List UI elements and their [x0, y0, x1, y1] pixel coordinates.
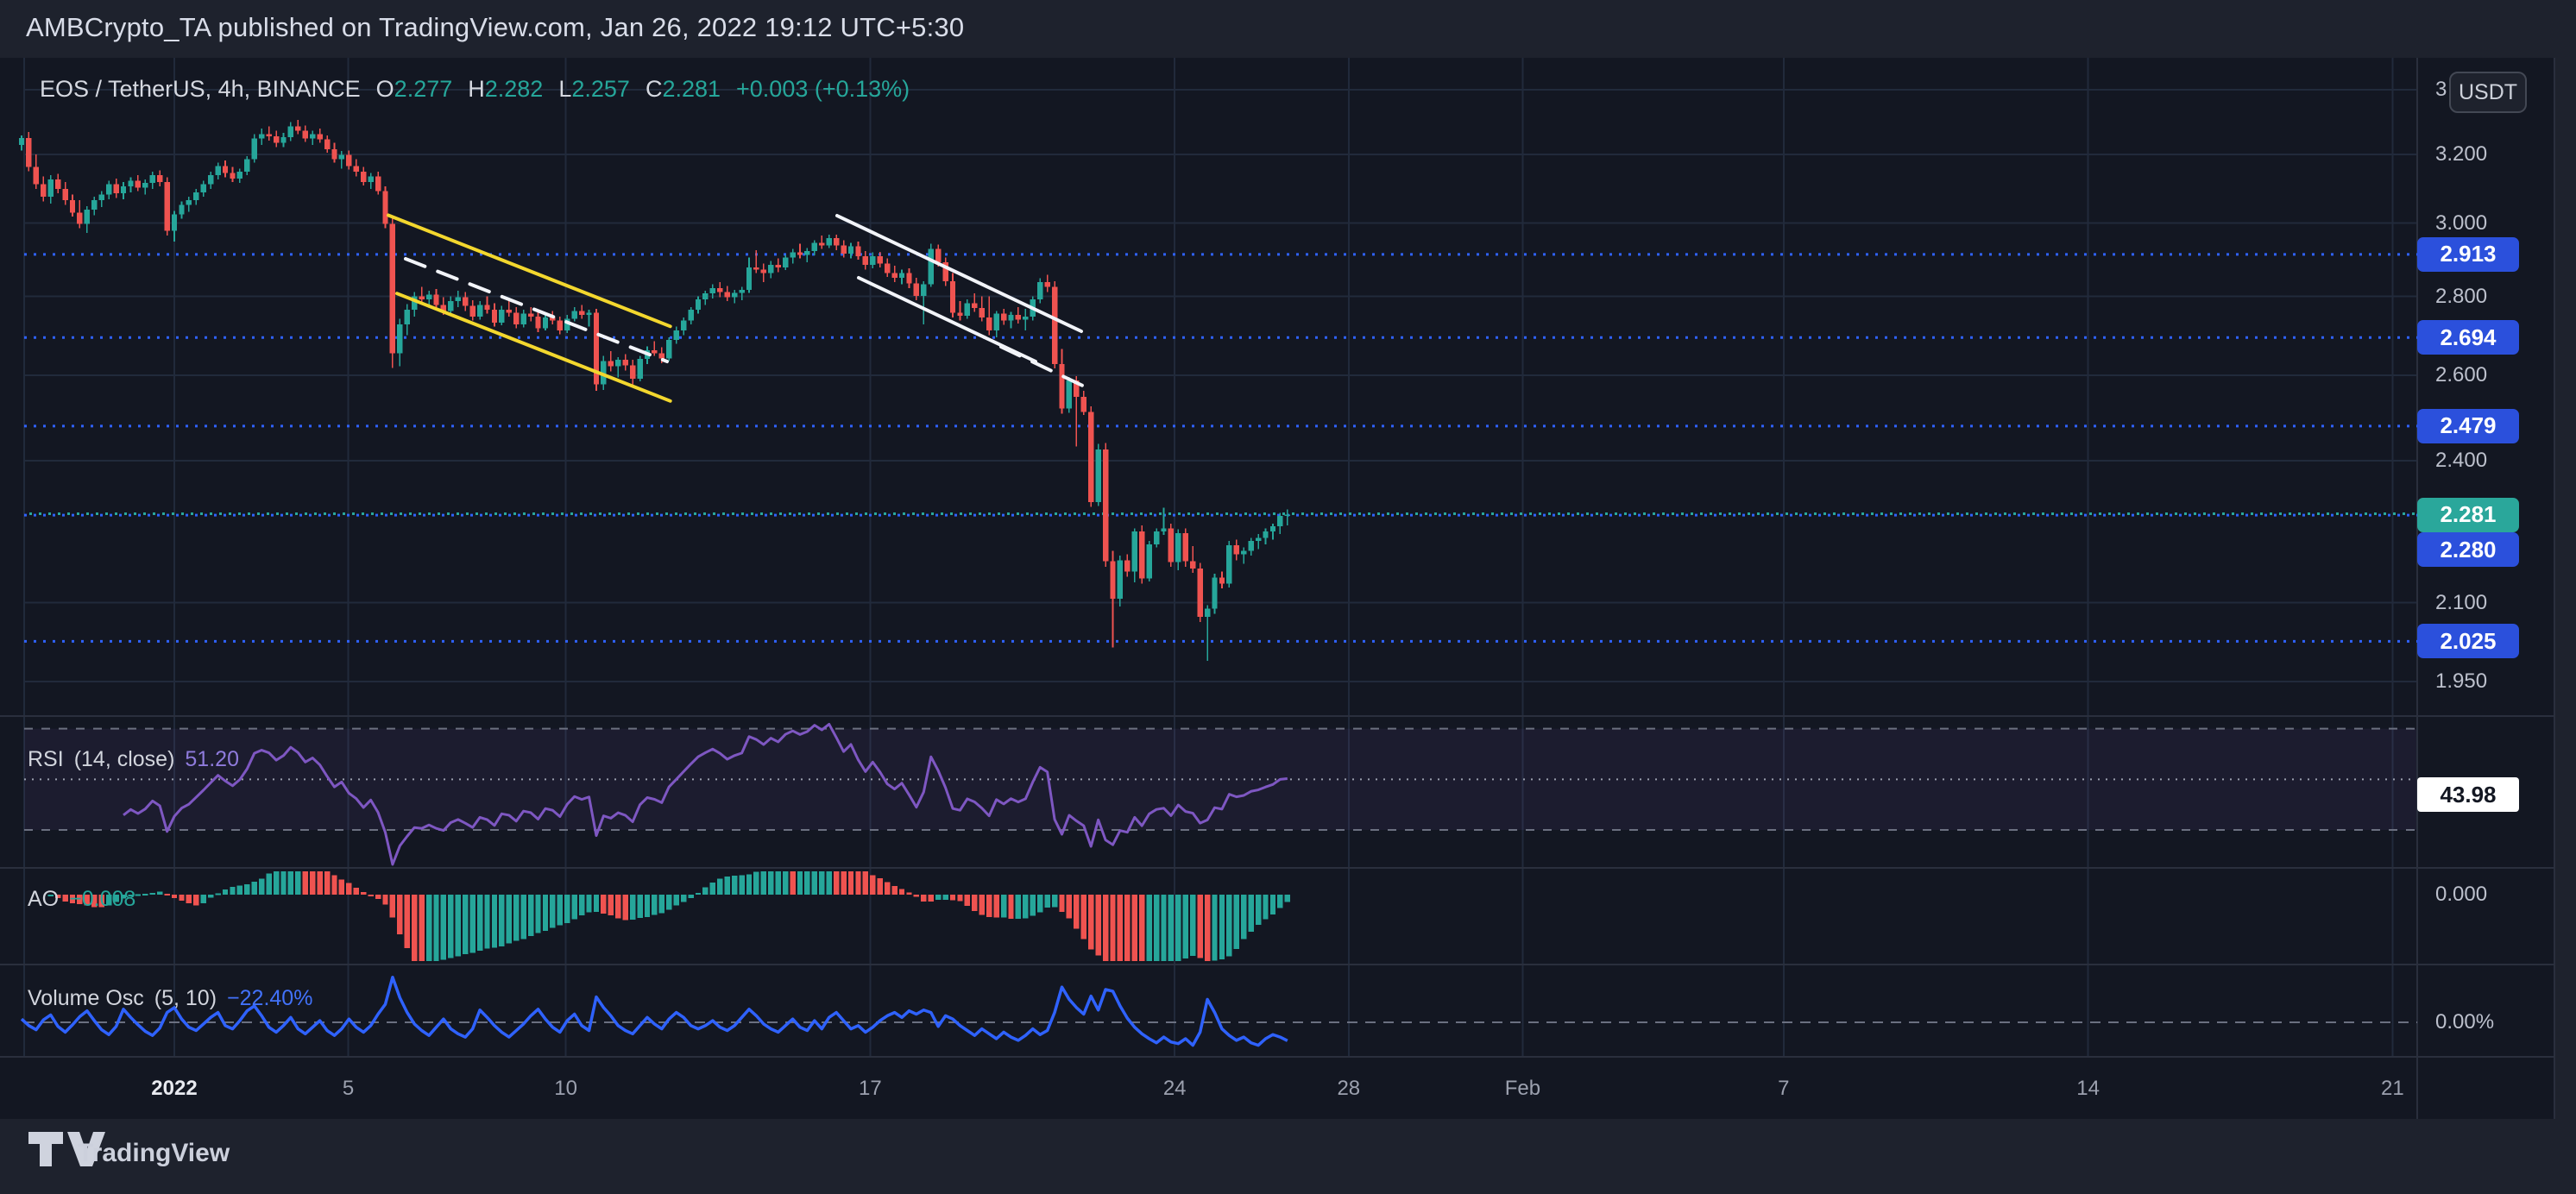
time-axis-label: 2022 [151, 1077, 198, 1100]
time-axis-label: 10 [554, 1077, 577, 1100]
price-level-badge: 2.025 [2417, 624, 2519, 659]
ao-status-value: −0.008 [69, 887, 136, 911]
price-change: +0.003 (+0.13%) [736, 76, 910, 102]
ohlc-close: C2.281 [645, 76, 721, 102]
ao-zero-axis-label: 0.000 [2435, 883, 2488, 906]
price-axis-label-clipped: 3 [2435, 78, 2447, 102]
price-axis-label: 1.950 [2435, 669, 2488, 693]
price-level-badge: 2.280 [2417, 532, 2519, 568]
symbol-title: EOS / TetherUS, 4h, BINANCE [40, 76, 361, 102]
price-axis-label: 3.000 [2435, 211, 2488, 235]
time-axis-label: 14 [2076, 1077, 2100, 1100]
price-axis-label: 2.400 [2435, 448, 2488, 472]
volume-osc-pane-label[interactable]: Volume Osc (5, 10) −22.40% [28, 986, 313, 1010]
time-axis-label: 21 [2381, 1077, 2404, 1100]
ohlc-low: L2.257 [558, 76, 630, 102]
price-level-badge: 2.913 [2417, 236, 2519, 272]
time-axis-label: Feb [1504, 1077, 1541, 1100]
price-level-badge: 2.694 [2417, 320, 2519, 355]
price-axis-label: 3.200 [2435, 141, 2488, 166]
snapshot-header: AMBCrypto_TA published on TradingView.co… [26, 12, 965, 42]
ohlc-high: H2.282 [468, 76, 544, 102]
ohlc-open: O2.277 [375, 76, 453, 102]
time-axis-label: 28 [1337, 1077, 1361, 1100]
price-axis-label: 2.800 [2435, 284, 2488, 308]
ao-pane-label[interactable]: AO −0.008 [28, 887, 136, 911]
currency-unit-button[interactable]: USDT [2449, 72, 2527, 113]
rsi-value-badge: 43.98 [2417, 777, 2519, 812]
rsi-pane-label[interactable]: RSI (14, close) 51.20 [28, 747, 239, 771]
price-level-badge: 2.479 [2417, 408, 2519, 443]
time-axis-label: 17 [859, 1077, 882, 1100]
price-level-badge: 2.281 [2417, 497, 2519, 532]
price-axis-label: 2.600 [2435, 363, 2488, 387]
rsi-status-value: 51.20 [185, 747, 239, 771]
price-axis-label: 2.100 [2435, 590, 2488, 614]
volume-osc-status-value: −22.40% [227, 986, 313, 1010]
tradingview-brand-text[interactable]: TradingView [78, 1139, 230, 1167]
symbol-ohlc-bar[interactable]: EOS / TetherUS, 4h, BINANCE O2.277 H2.28… [40, 76, 910, 103]
time-axis-label: 7 [1778, 1077, 1790, 1100]
volume-osc-zero-axis-label: 0.00% [2435, 1010, 2495, 1034]
time-axis-label: 5 [342, 1077, 355, 1100]
time-axis-label: 24 [1162, 1077, 1187, 1100]
